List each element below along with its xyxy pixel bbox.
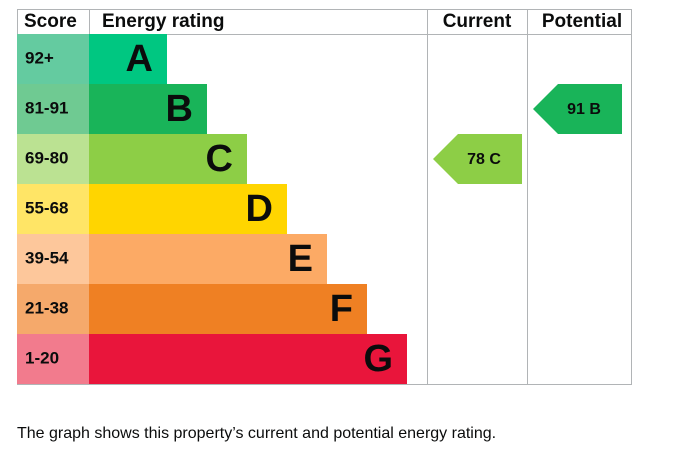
score-label: 92+	[25, 48, 54, 67]
rating-bar	[89, 184, 287, 234]
potential-label: 91 B	[567, 101, 601, 118]
score-label: 69-80	[25, 148, 68, 167]
current-arrow	[433, 134, 522, 184]
score-label: 39-54	[25, 248, 69, 267]
rating-letter: F	[330, 288, 353, 330]
rating-letter: A	[126, 38, 153, 80]
potential-arrow	[533, 84, 622, 134]
rating-letter: B	[166, 88, 193, 130]
score-label: 55-68	[25, 198, 68, 217]
rating-bar	[89, 284, 367, 334]
header-current: Current	[443, 11, 512, 32]
current-value: 78	[467, 151, 485, 168]
rating-letter: D	[246, 188, 273, 230]
score-cell	[17, 234, 89, 284]
score-label: 21-38	[25, 298, 68, 317]
header-rating: Energy rating	[102, 11, 224, 32]
score-label: 1-20	[25, 348, 59, 367]
score-cell	[17, 34, 89, 84]
header-score: Score	[24, 11, 77, 32]
rating-letter: C	[206, 138, 233, 180]
potential-value: 91	[567, 101, 585, 118]
current-letter: C	[489, 151, 501, 168]
score-cell	[17, 134, 89, 184]
rating-bar	[89, 234, 327, 284]
current-label: 78 C	[467, 151, 501, 168]
rating-bar	[89, 84, 207, 134]
header-potential: Potential	[542, 11, 622, 32]
rating-bar	[89, 334, 407, 384]
score-cell	[17, 284, 89, 334]
rating-bar	[89, 134, 247, 184]
rating-letter: E	[288, 238, 313, 280]
score-cell	[17, 334, 89, 384]
caption: The graph shows this property’s current …	[17, 425, 496, 442]
score-label: 81-91	[25, 98, 68, 117]
score-cell	[17, 184, 89, 234]
rating-bar	[89, 34, 167, 84]
rating-letter: G	[363, 338, 393, 380]
score-cell	[17, 84, 89, 134]
potential-letter: B	[589, 101, 601, 118]
